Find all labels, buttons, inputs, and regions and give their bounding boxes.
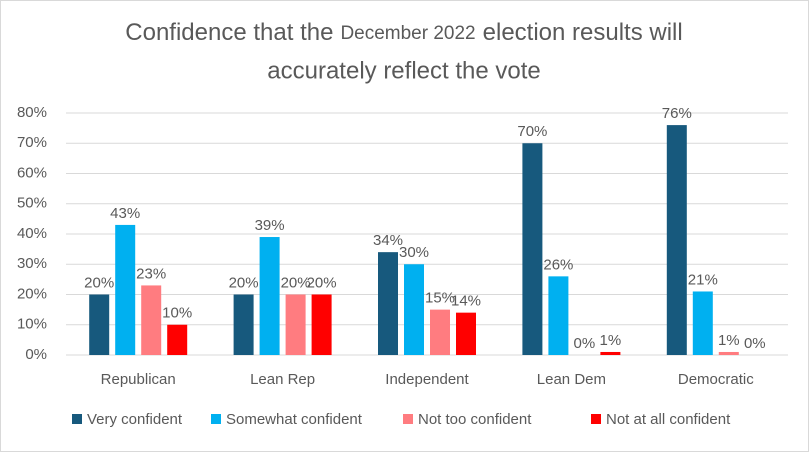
data-label: 14% [451, 293, 481, 310]
data-label: 20% [307, 274, 337, 291]
legend-label: Somewhat confident [226, 411, 363, 428]
y-tick-label: 10% [17, 316, 47, 333]
bar [167, 324, 188, 355]
title-part: Confidence that the [125, 19, 333, 46]
bar [522, 143, 543, 355]
chart-title: accurately reflect the vote [267, 57, 540, 84]
bar [404, 264, 424, 355]
y-tick-label: 30% [17, 255, 47, 272]
bar [141, 285, 162, 355]
y-tick-label: 80% [17, 104, 47, 121]
bar [259, 237, 280, 355]
title-part: December 2022 [340, 23, 475, 44]
y-tick-label: 0% [25, 346, 47, 363]
bar [89, 294, 110, 355]
bar [285, 294, 306, 355]
data-label: 43% [110, 205, 140, 222]
legend-label: Not at all confident [606, 411, 731, 428]
data-label: 34% [373, 232, 403, 249]
data-label: 0% [744, 335, 766, 352]
data-label: 1% [718, 332, 740, 349]
data-label: 76% [662, 105, 692, 122]
data-label: 39% [255, 217, 285, 234]
x-tick-label: Republican [101, 371, 176, 388]
data-label: 10% [162, 305, 192, 322]
y-tick-label: 60% [17, 164, 47, 181]
data-label: 20% [229, 274, 259, 291]
legend-swatch [591, 414, 601, 424]
data-label: 21% [688, 271, 718, 288]
bar [378, 252, 398, 355]
data-label: 20% [84, 274, 114, 291]
bar [692, 291, 713, 355]
bar [430, 309, 450, 355]
y-tick-label: 20% [17, 285, 47, 302]
bar [548, 276, 569, 355]
bar [600, 351, 621, 355]
bar [115, 224, 136, 355]
data-label: 26% [543, 256, 573, 273]
bar [233, 294, 254, 355]
x-tick-label: Lean Dem [537, 371, 606, 388]
x-tick-label: Independent [385, 371, 469, 388]
bar [718, 351, 739, 355]
x-tick-label: Lean Rep [250, 371, 315, 388]
legend-swatch [211, 414, 221, 424]
bar [666, 125, 687, 355]
legend-swatch [403, 414, 413, 424]
chart-title: Confidence that the December 2022 election… [125, 19, 682, 46]
bar [311, 294, 332, 355]
bar [456, 312, 476, 355]
data-label: 15% [425, 290, 455, 307]
legend-swatch [72, 414, 82, 424]
y-tick-label: 70% [17, 134, 47, 151]
legend-label: Very confident [87, 411, 183, 428]
data-label: 0% [574, 335, 596, 352]
data-label: 70% [517, 123, 547, 140]
legend-label: Not too confident [418, 411, 532, 428]
x-tick-label: Democratic [678, 371, 754, 388]
y-tick-label: 40% [17, 225, 47, 242]
data-label: 1% [600, 332, 622, 349]
data-label: 23% [136, 265, 166, 282]
data-label: 30% [399, 244, 429, 261]
y-tick-label: 50% [17, 195, 47, 212]
data-label: 20% [281, 274, 311, 291]
title-part: election results will [483, 19, 683, 46]
